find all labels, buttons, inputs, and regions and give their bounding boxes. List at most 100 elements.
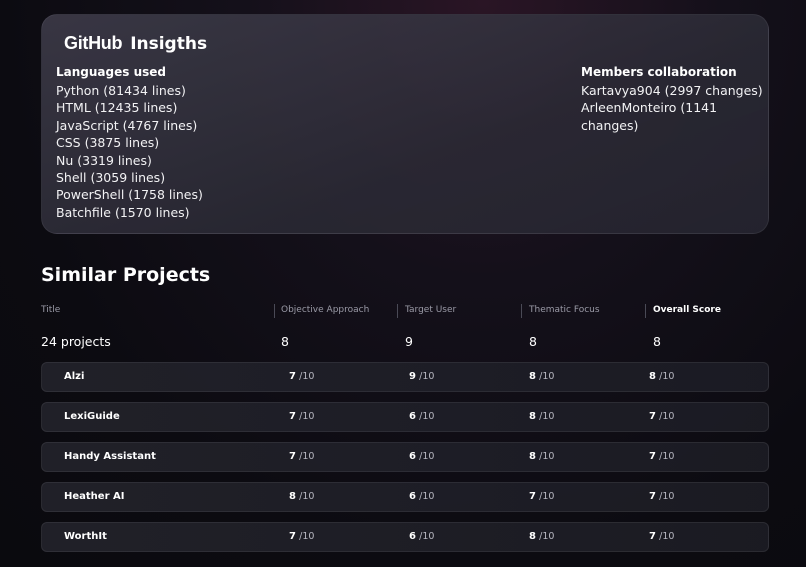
- languages-section: Languages used Python (81434 lines) HTML…: [56, 65, 203, 221]
- score-value: 8: [529, 371, 536, 382]
- score-value: 6: [409, 531, 416, 542]
- members-section: Members collaboration Kartavya904 (2997 …: [581, 65, 768, 134]
- score-suffix: /10: [659, 371, 675, 382]
- languages-list: Python (81434 lines) HTML (12435 lines) …: [56, 82, 203, 221]
- target-score: 6 /10: [409, 531, 434, 542]
- score-value: 8: [529, 411, 536, 422]
- target-score: 9 /10: [409, 371, 434, 382]
- language-item: Python (81434 lines): [56, 83, 186, 98]
- language-item: CSS (3875 lines): [56, 135, 160, 151]
- score-suffix: /10: [659, 531, 675, 542]
- insights-title-text: Insigths: [130, 34, 208, 54]
- score-suffix: /10: [419, 371, 435, 382]
- project-row[interactable]: Alzi 7 /10 9 /10 8 /10 8 /10: [41, 362, 769, 392]
- language-item: Shell (3059 lines): [56, 170, 166, 186]
- score-value: 7: [289, 531, 296, 542]
- language-item: HTML (12435 lines): [56, 100, 178, 116]
- column-divider: [397, 304, 398, 318]
- score-suffix: /10: [299, 491, 315, 502]
- score-suffix: /10: [419, 411, 435, 422]
- project-row[interactable]: LexiGuide 7 /10 6 /10 8 /10 7 /10: [41, 402, 769, 432]
- github-logo: GitHub: [64, 33, 123, 53]
- column-header-thematic: Thematic Focus: [529, 305, 600, 315]
- score-suffix: /10: [539, 371, 555, 382]
- member-item: ArleenMonteiro (1141 changes): [581, 100, 718, 133]
- project-name: Heather AI: [64, 491, 125, 502]
- project-row[interactable]: Handy Assistant 7 /10 6 /10 8 /10 7 /10: [41, 442, 769, 472]
- score-suffix: /10: [659, 491, 675, 502]
- score-suffix: /10: [539, 491, 555, 502]
- objective-score: 7 /10: [289, 451, 314, 462]
- column-header-overall: Overall Score: [653, 305, 721, 315]
- score-value: 7: [289, 371, 296, 382]
- project-name: Alzi: [64, 371, 85, 382]
- overall-score: 7 /10: [649, 411, 674, 422]
- project-name: Handy Assistant: [64, 451, 156, 462]
- table-header: Title Objective Approach Target User The…: [0, 304, 806, 319]
- thematic-score: 7 /10: [529, 491, 554, 502]
- thematic-score: 8 /10: [529, 451, 554, 462]
- score-value: 8: [289, 491, 296, 502]
- score-value: 6: [409, 451, 416, 462]
- score-suffix: /10: [299, 371, 315, 382]
- languages-heading: Languages used: [56, 65, 166, 79]
- score-value: 7: [529, 491, 536, 502]
- score-value: 6: [409, 411, 416, 422]
- column-divider: [274, 304, 275, 318]
- score-value: 7: [289, 451, 296, 462]
- score-value: 8: [649, 371, 656, 382]
- column-header-title: Title: [41, 305, 61, 315]
- project-name: WorthIt: [64, 531, 107, 542]
- score-suffix: /10: [419, 531, 435, 542]
- column-divider: [521, 304, 522, 318]
- project-name: LexiGuide: [64, 411, 120, 422]
- target-score: 6 /10: [409, 411, 434, 422]
- overall-score: 7 /10: [649, 491, 674, 502]
- summary-thematic: 8: [529, 334, 537, 349]
- score-value: 7: [649, 411, 656, 422]
- score-suffix: /10: [659, 451, 675, 462]
- score-suffix: /10: [539, 531, 555, 542]
- thematic-score: 8 /10: [529, 371, 554, 382]
- score-value: 8: [529, 531, 536, 542]
- github-insights-card: GitHub Insigths Languages used Python (8…: [41, 14, 769, 234]
- objective-score: 7 /10: [289, 531, 314, 542]
- member-item: Kartavya904 (2997 changes): [581, 83, 763, 98]
- target-score: 6 /10: [409, 451, 434, 462]
- insights-title: GitHub Insigths: [64, 33, 207, 54]
- score-value: 7: [649, 451, 656, 462]
- target-score: 6 /10: [409, 491, 434, 502]
- project-row[interactable]: Heather AI 8 /10 6 /10 7 /10 7 /10: [41, 482, 769, 512]
- overall-score: 7 /10: [649, 451, 674, 462]
- score-suffix: /10: [659, 411, 675, 422]
- score-value: 7: [649, 531, 656, 542]
- summary-overall: 8: [653, 334, 661, 349]
- thematic-score: 8 /10: [529, 411, 554, 422]
- column-divider: [645, 304, 646, 318]
- members-list: Kartavya904 (2997 changes) ArleenMonteir…: [581, 82, 768, 134]
- thematic-score: 8 /10: [529, 531, 554, 542]
- language-item: PowerShell (1758 lines): [56, 187, 203, 203]
- objective-score: 8 /10: [289, 491, 314, 502]
- score-value: 8: [529, 451, 536, 462]
- language-item: Nu (3319 lines): [56, 152, 152, 168]
- overall-score: 8 /10: [649, 371, 674, 382]
- score-value: 7: [289, 411, 296, 422]
- score-value: 9: [409, 371, 416, 382]
- objective-score: 7 /10: [289, 371, 314, 382]
- column-header-objective: Objective Approach: [281, 305, 370, 315]
- score-value: 7: [649, 491, 656, 502]
- members-heading: Members collaboration: [581, 65, 737, 79]
- overall-score: 7 /10: [649, 531, 674, 542]
- score-value: 6: [409, 491, 416, 502]
- summary-target: 9: [405, 334, 413, 349]
- language-item: Batchfile (1570 lines): [56, 204, 190, 220]
- similar-projects-title: Similar Projects: [41, 264, 211, 286]
- score-suffix: /10: [299, 451, 315, 462]
- column-header-target: Target User: [405, 305, 457, 315]
- score-suffix: /10: [299, 411, 315, 422]
- project-row[interactable]: WorthIt 7 /10 6 /10 8 /10 7 /10: [41, 522, 769, 552]
- objective-score: 7 /10: [289, 411, 314, 422]
- summary-objective: 8: [281, 334, 289, 349]
- score-suffix: /10: [539, 451, 555, 462]
